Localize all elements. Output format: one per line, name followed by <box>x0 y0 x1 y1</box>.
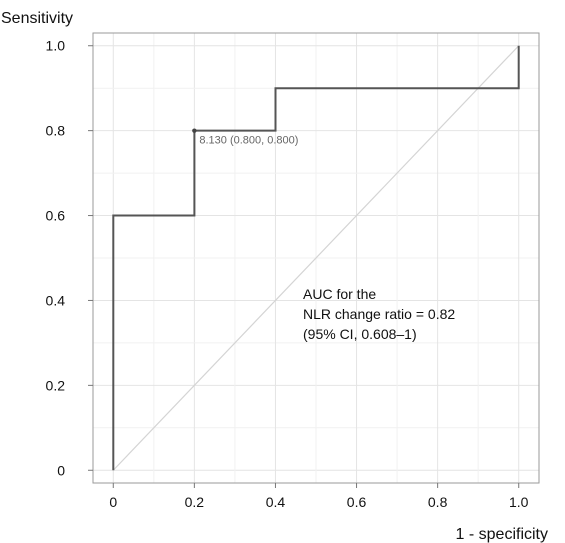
x-tick-label: 1.0 <box>509 494 529 510</box>
plot-frame <box>92 32 540 484</box>
x-tick-label: 0.8 <box>428 494 448 510</box>
x-tick-label: 0.4 <box>266 494 286 510</box>
threshold-label: 8.130 (0.800, 0.800) <box>199 135 298 147</box>
annotation-layer: 8.130 (0.800, 0.800) AUC for the NLR chang… <box>192 128 455 342</box>
y-tick-label: 0.6 <box>46 208 66 224</box>
auc-annotation-line: NLR change ratio = 0.82 <box>303 306 455 322</box>
threshold-point <box>192 128 197 133</box>
auc-annotation-line: AUC for the <box>303 286 376 302</box>
y-tick-label: 0.4 <box>46 292 66 308</box>
y-axis-ticks: 0 0.2 0.4 0.6 0.8 1.0 <box>46 38 93 478</box>
x-tick-label: 0.6 <box>347 494 367 510</box>
reference-diagonal <box>112 45 520 471</box>
x-tick-label: 0 <box>109 494 117 510</box>
auc-annotation-line: (95% CI, 0.608–1) <box>303 326 417 342</box>
roc-curve <box>112 45 520 471</box>
y-axis-label: Sensitivity <box>1 10 73 27</box>
series-layer <box>112 45 520 471</box>
y-tick-label: 1.0 <box>46 38 66 54</box>
grid-lines <box>93 33 539 483</box>
x-tick-label: 0.2 <box>185 494 205 510</box>
y-tick-label: 0 <box>57 462 65 478</box>
y-tick-label: 0.8 <box>46 123 66 139</box>
y-tick-label: 0.2 <box>46 377 66 393</box>
x-axis-label: 1 - specificity <box>456 526 548 543</box>
x-axis-ticks: 0 0.2 0.4 0.6 0.8 1.0 <box>109 483 529 510</box>
